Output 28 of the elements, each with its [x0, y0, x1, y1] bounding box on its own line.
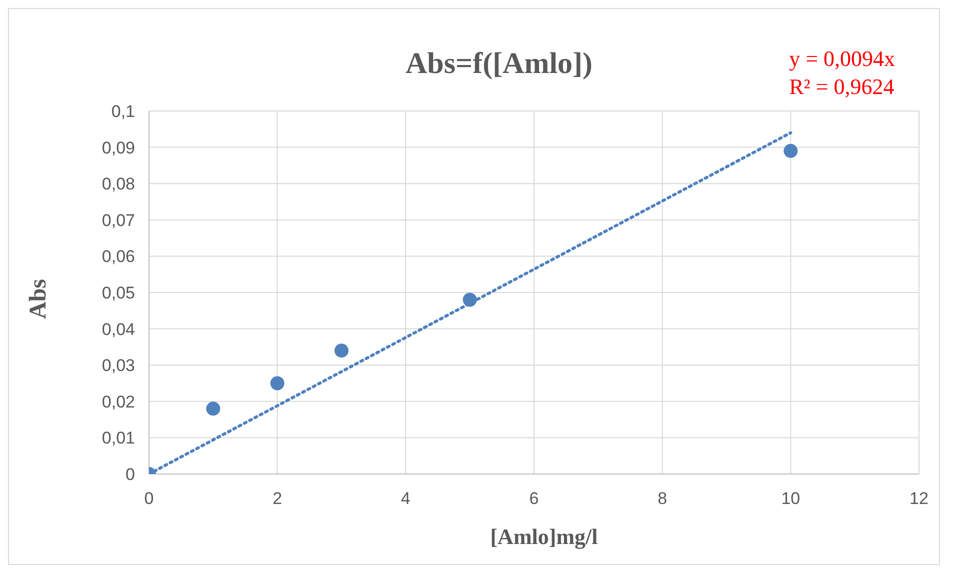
y-tick-label: 0,09: [102, 138, 135, 158]
point: [462, 292, 477, 307]
x-tick-label: 6: [529, 489, 539, 508]
y-tick-label: 0: [126, 465, 135, 484]
y-tick-label: 0,03: [102, 356, 135, 376]
x-tick-label: 4: [400, 489, 410, 508]
point: [206, 402, 220, 416]
text: R² = 0,9624: [789, 73, 895, 101]
chart-title: Abs=f([Amlo]): [405, 47, 593, 80]
x-tick-label: 10: [781, 489, 800, 508]
y-tick-label: 0,05: [102, 284, 135, 303]
x-axis-title: [Amlo]mg/l: [489, 524, 599, 550]
y-tick-label: 0,1: [111, 102, 135, 122]
point: [334, 344, 348, 358]
x-tick-label: 2: [272, 489, 282, 508]
x-tick-label: 0: [144, 489, 154, 508]
y-axis-title: Abs: [26, 278, 52, 320]
x-tick-label: 12: [910, 489, 928, 508]
x-tick-label: 8: [658, 489, 668, 508]
point: [784, 144, 798, 158]
y-tick-label: 0,07: [102, 210, 135, 230]
y-tick-label: 0,06: [102, 247, 135, 266]
text: y = 0,0094x: [789, 45, 895, 73]
y-tick-label: 0,04: [102, 320, 135, 339]
y-tick-label: 0,01: [102, 428, 135, 448]
y-tick-label: 0,02: [102, 392, 135, 412]
point: [270, 376, 284, 390]
y-tick-label: 0,08: [102, 174, 135, 194]
